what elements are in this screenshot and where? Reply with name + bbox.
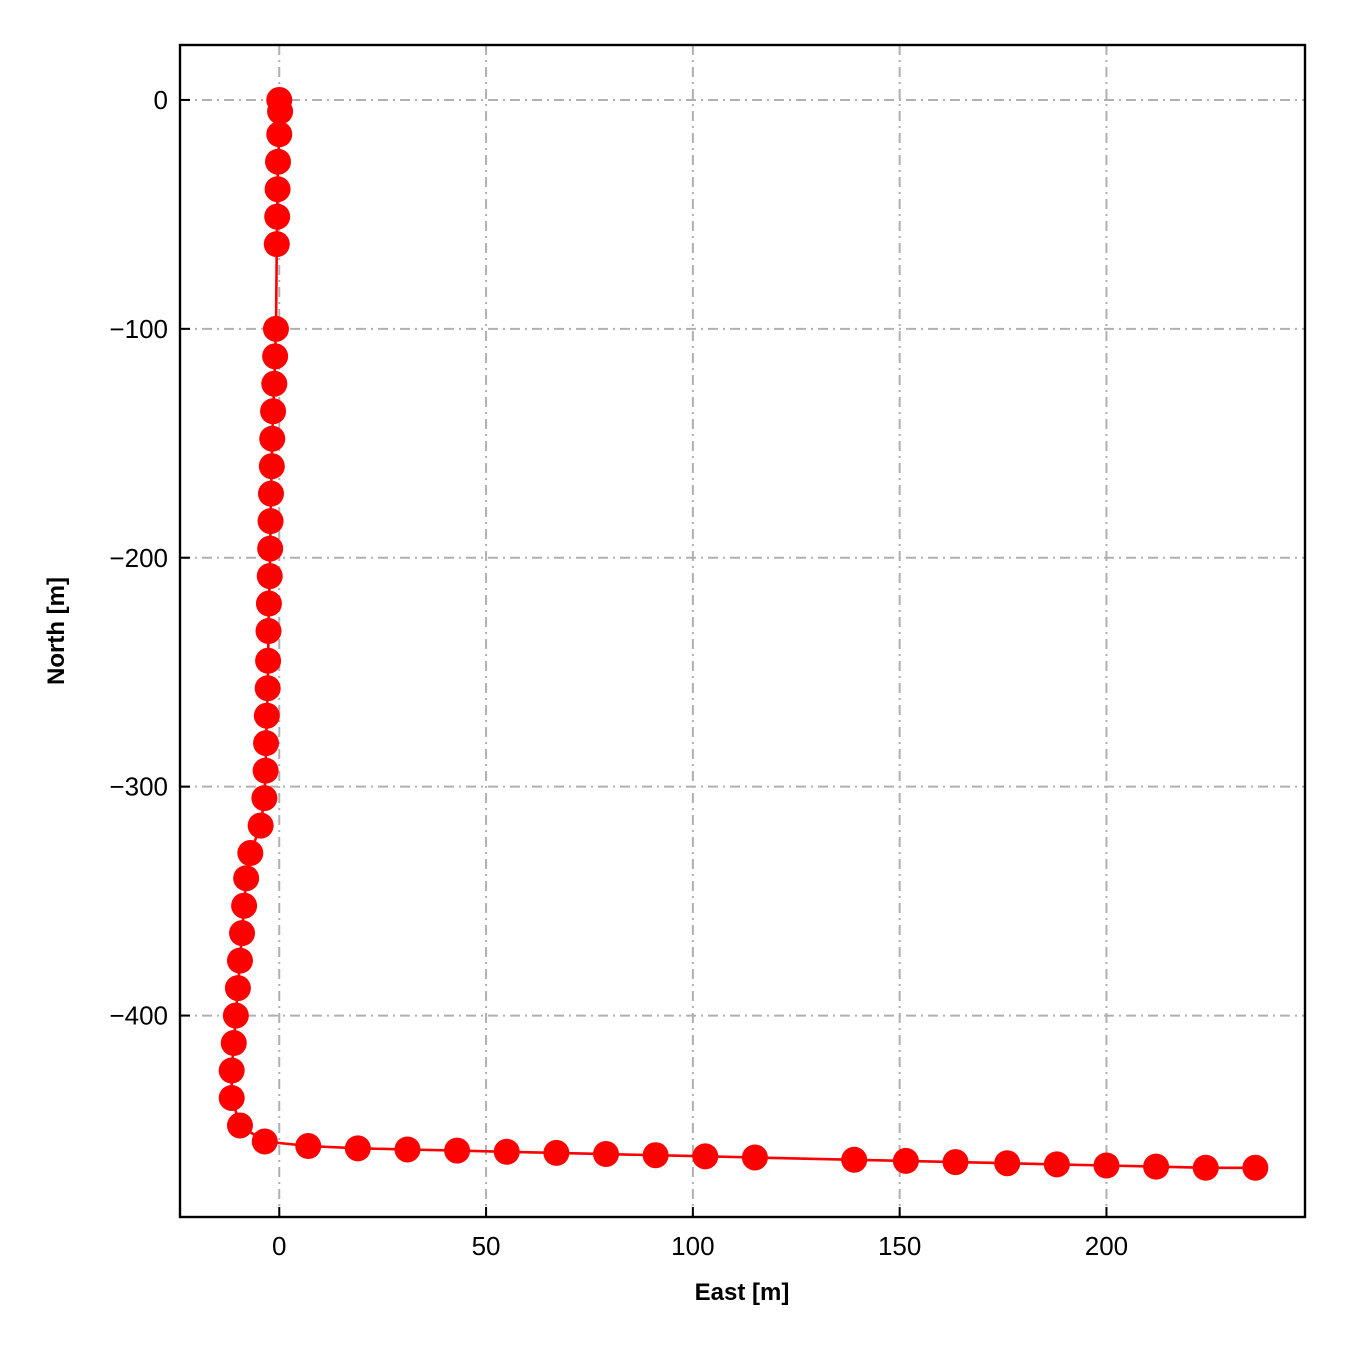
data-point xyxy=(257,508,284,535)
data-point xyxy=(1043,1151,1070,1178)
data-point xyxy=(263,231,290,258)
data-point xyxy=(261,370,288,397)
data-point xyxy=(543,1139,570,1166)
data-point xyxy=(264,203,291,230)
data-point xyxy=(344,1135,371,1162)
data-point xyxy=(258,453,285,480)
data-point xyxy=(493,1138,520,1165)
plot-frame xyxy=(178,43,1307,1219)
data-point xyxy=(1143,1153,1170,1180)
data-point xyxy=(264,176,291,203)
data-point xyxy=(267,98,294,125)
data-point xyxy=(265,148,292,175)
x-tick-label: 100 xyxy=(671,1231,714,1261)
data-point xyxy=(593,1141,620,1168)
data-point xyxy=(255,647,282,674)
grid-lines xyxy=(180,45,1305,1217)
data-point xyxy=(218,1084,245,1111)
data-point xyxy=(222,1002,249,1029)
data-point xyxy=(841,1146,868,1173)
y-tick-label: −200 xyxy=(109,543,168,573)
y-tick-label: −400 xyxy=(109,1001,168,1031)
data-point xyxy=(260,398,287,425)
data-point xyxy=(255,590,282,617)
y-tick-label: 0 xyxy=(154,85,168,115)
data-point xyxy=(266,121,293,148)
y-tick-label: −100 xyxy=(109,314,168,344)
data-point xyxy=(256,563,283,590)
x-tick-label: 150 xyxy=(878,1231,921,1261)
data-point xyxy=(994,1150,1021,1177)
data-point xyxy=(444,1137,471,1164)
data-point xyxy=(220,1030,247,1057)
data-point xyxy=(254,675,281,702)
data-point xyxy=(692,1143,719,1170)
data-point xyxy=(218,1057,245,1084)
data-point xyxy=(247,812,274,839)
x-tick-label: 200 xyxy=(1085,1231,1128,1261)
data-point xyxy=(262,343,289,370)
data-point xyxy=(253,702,280,729)
x-tick-label: 50 xyxy=(472,1231,501,1261)
data-point xyxy=(942,1149,969,1176)
data-point xyxy=(1093,1152,1120,1179)
data-point xyxy=(262,315,289,342)
data-point xyxy=(892,1147,919,1174)
data-point xyxy=(229,920,256,947)
data-point xyxy=(233,865,260,892)
x-tick-label: 0 xyxy=(272,1231,286,1261)
data-point xyxy=(257,480,284,507)
data-point xyxy=(394,1136,421,1163)
data-point xyxy=(257,535,284,562)
data-point xyxy=(226,947,253,974)
data-series xyxy=(218,86,1269,1181)
data-point xyxy=(224,975,251,1002)
data-point xyxy=(1192,1154,1219,1181)
data-point xyxy=(295,1133,322,1160)
data-point xyxy=(237,840,264,867)
data-point xyxy=(642,1142,669,1169)
data-point xyxy=(251,785,278,812)
y-axis-label: North [m] xyxy=(43,577,70,685)
data-point xyxy=(253,730,280,757)
data-point xyxy=(1242,1154,1269,1181)
data-point xyxy=(741,1144,768,1171)
data-point xyxy=(252,757,279,784)
data-point xyxy=(251,1128,278,1155)
data-point xyxy=(259,425,286,452)
y-tick-label: −300 xyxy=(109,772,168,802)
data-point xyxy=(255,618,282,644)
x-axis-label: East [m] xyxy=(695,1279,790,1306)
data-point xyxy=(231,892,258,919)
data-point xyxy=(226,1112,253,1139)
axis-ticks: 0 50 100 150 200 0 −100 −200 −300 −400 xyxy=(109,85,1128,1261)
